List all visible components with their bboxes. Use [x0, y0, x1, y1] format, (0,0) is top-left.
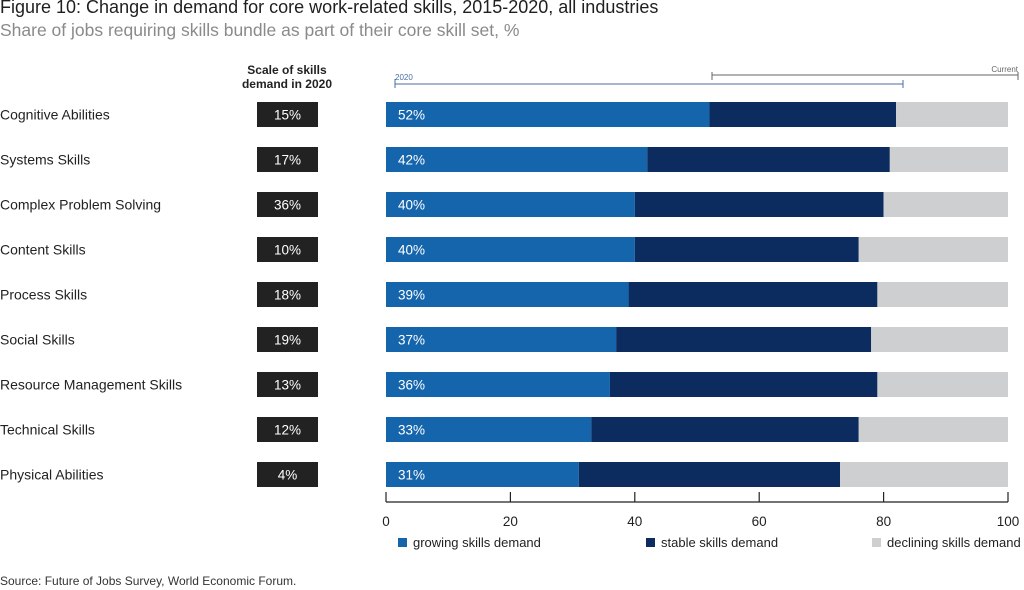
- bar-segment-declining: [877, 282, 1008, 307]
- category-label: Cognitive Abilities: [0, 107, 110, 123]
- legend-label: declining skills demand: [887, 535, 1021, 550]
- bar-segment-growing: [386, 327, 617, 352]
- scale-value: 18%: [274, 288, 301, 303]
- scale-box: [257, 102, 318, 127]
- scale-box: [257, 237, 318, 262]
- x-axis: 0 20 40 60 80 100: [382, 492, 1019, 529]
- data-label: 33%: [398, 423, 425, 438]
- bar-row: Process Skills 18% 39%: [0, 282, 1008, 307]
- bar-segment-declining: [840, 462, 1008, 487]
- scale-box: [257, 282, 318, 307]
- bar-segment-declining: [858, 237, 1008, 262]
- legend-swatch: [398, 538, 407, 547]
- bar-row: Physical Abilities 4% 31%: [0, 462, 1008, 487]
- bar-segment-growing: [386, 192, 635, 217]
- bar-row: Cognitive Abilities 15% 52%: [0, 102, 1008, 127]
- bar-row: Content Skills 10% 40%: [0, 237, 1008, 262]
- bar-segment-declining: [871, 327, 1008, 352]
- bar-segment-declining: [858, 417, 1008, 442]
- category-label: Social Skills: [0, 332, 75, 348]
- bar-row: Complex Problem Solving 36% 40%: [0, 192, 1008, 217]
- chart-title: Figure 10: Change in demand for core wor…: [0, 0, 659, 17]
- bar-segment-stable: [609, 372, 878, 397]
- bar-rows: Cognitive Abilities 15% 52% Systems Skills 1…: [0, 102, 1008, 487]
- bar-segment-growing: [386, 147, 648, 172]
- x-tick-label: 20: [503, 514, 518, 529]
- bar-segment-stable: [578, 462, 841, 487]
- bar-segment-declining: [883, 192, 1008, 217]
- bar-row: Systems Skills 17% 42%: [0, 147, 1008, 172]
- scale-value: 36%: [274, 198, 301, 213]
- scale-box: [257, 327, 318, 352]
- category-label: Technical Skills: [0, 422, 95, 438]
- data-label: 40%: [398, 243, 425, 258]
- bar-segment-growing: [386, 462, 579, 487]
- bar-segment-stable: [628, 282, 878, 307]
- bar-segment-declining: [877, 372, 1008, 397]
- legend-swatch: [646, 538, 655, 547]
- legend-swatch: [872, 538, 881, 547]
- scale-box: [257, 372, 318, 397]
- bar-segment-stable: [634, 192, 884, 217]
- time-bracket: 2020 Current: [394, 65, 1019, 88]
- scale-value: 15%: [274, 108, 301, 123]
- bar-segment-stable: [616, 327, 872, 352]
- x-tick-label: 100: [997, 514, 1020, 529]
- scale-value: 19%: [274, 333, 301, 348]
- scale-box: [257, 192, 318, 217]
- data-label: 31%: [398, 468, 425, 483]
- category-label: Complex Problem Solving: [0, 197, 161, 213]
- bar-segment-stable: [647, 147, 890, 172]
- data-label: 42%: [398, 153, 425, 168]
- bar-segment-stable: [591, 417, 859, 442]
- bracket-start-label: 2020: [395, 73, 413, 82]
- scale-value: 13%: [274, 378, 301, 393]
- bar-segment-growing: [386, 237, 635, 262]
- data-label: 36%: [398, 378, 425, 393]
- scale-box: [257, 462, 318, 487]
- category-label: Process Skills: [0, 287, 87, 303]
- bar-segment-stable: [634, 237, 859, 262]
- legend: growing skills demand stable skills deman…: [398, 535, 1021, 550]
- bar-row: Technical Skills 12% 33%: [0, 417, 1008, 442]
- scale-value: 10%: [274, 243, 301, 258]
- source-note: Source: Future of Jobs Survey, World Eco…: [0, 574, 297, 588]
- bar-row: Resource Management Skills 13% 36%: [0, 372, 1008, 397]
- category-label: Systems Skills: [0, 152, 90, 168]
- bar-segment-growing: [386, 417, 592, 442]
- scale-value: 17%: [274, 153, 301, 168]
- scale-box: [257, 417, 318, 442]
- scale-column-header: Scale of skills demand in 2020: [241, 63, 333, 91]
- chart-subtitle: Share of jobs requiring skills bundle as…: [0, 20, 520, 40]
- bracket-end-label: Current: [991, 65, 1018, 74]
- data-label: 40%: [398, 198, 425, 213]
- bar-row: Social Skills 19% 37%: [0, 327, 1008, 352]
- legend-label: stable skills demand: [661, 535, 778, 550]
- x-tick-label: 60: [752, 514, 767, 529]
- bar-segment-declining: [896, 102, 1008, 127]
- legend-label: growing skills demand: [413, 535, 541, 550]
- category-label: Physical Abilities: [0, 467, 104, 483]
- bar-segment-growing: [386, 372, 610, 397]
- bar-segment-growing: [386, 102, 710, 127]
- x-tick-label: 80: [876, 514, 891, 529]
- category-label: Content Skills: [0, 242, 86, 258]
- data-label: 39%: [398, 288, 425, 303]
- bar-segment-declining: [889, 147, 1008, 172]
- scale-value: 12%: [274, 423, 301, 438]
- category-label: Resource Management Skills: [0, 377, 182, 393]
- x-tick-label: 40: [627, 514, 642, 529]
- scale-value: 4%: [278, 468, 298, 483]
- scale-box: [257, 147, 318, 172]
- bar-segment-growing: [386, 282, 629, 307]
- data-label: 37%: [398, 333, 425, 348]
- data-label: 52%: [398, 108, 425, 123]
- bar-segment-stable: [709, 102, 897, 127]
- x-tick-label: 0: [382, 514, 390, 529]
